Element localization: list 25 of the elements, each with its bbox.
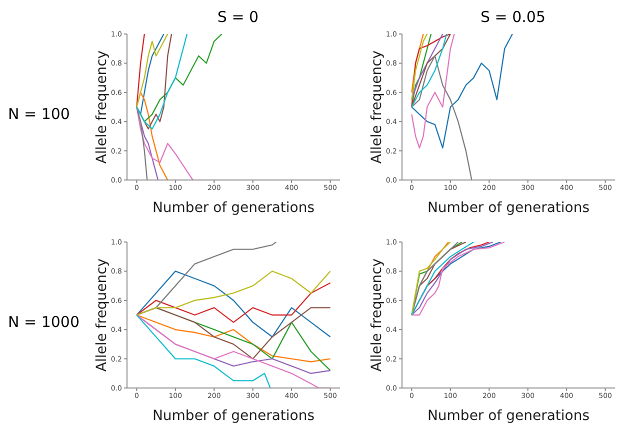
line-series: [411, 34, 513, 148]
text: N = 1000: [8, 313, 80, 331]
line-series: [136, 314, 331, 362]
y-axis-title: Allele frequency: [94, 50, 110, 164]
line-series: [411, 34, 455, 148]
line-series: [136, 270, 331, 316]
line-series: [411, 34, 444, 100]
x-axis-title: Number of generations: [427, 200, 590, 216]
y-axis-title: Allele frequency: [368, 258, 385, 372]
line-series: [136, 270, 331, 338]
chart-title: S = 0: [216, 8, 260, 28]
x-axis-title: Number of generations: [427, 408, 590, 424]
chart-title: S = 0.05: [479, 8, 547, 28]
line-series: [136, 106, 194, 180]
line-series: [411, 34, 428, 100]
y-axis-title: Allele frequency: [94, 258, 110, 372]
line-series: [136, 34, 146, 108]
y-axis-title: Allele frequency: [368, 50, 385, 164]
line-series: [136, 34, 168, 108]
x-axis-title: Number of generations: [152, 200, 315, 216]
x-axis-title: Number of generations: [152, 408, 315, 424]
line-series: [136, 314, 271, 388]
text: N = 100: [8, 105, 71, 123]
line-series: [136, 282, 331, 323]
line-series: [136, 34, 188, 130]
